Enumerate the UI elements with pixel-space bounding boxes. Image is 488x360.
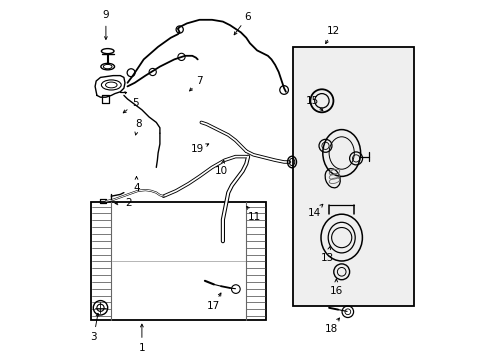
Text: 13: 13 bbox=[320, 253, 333, 263]
Text: 11: 11 bbox=[247, 212, 261, 222]
Text: 15: 15 bbox=[305, 96, 319, 105]
Text: 17: 17 bbox=[206, 301, 220, 311]
Bar bbox=[91, 202, 265, 320]
Text: 9: 9 bbox=[102, 10, 109, 21]
Text: 10: 10 bbox=[214, 166, 227, 176]
Text: 8: 8 bbox=[135, 119, 142, 129]
Text: 5: 5 bbox=[132, 98, 139, 108]
Text: 2: 2 bbox=[124, 198, 131, 208]
Text: 19: 19 bbox=[191, 144, 204, 154]
Bar bbox=[292, 47, 413, 306]
Text: 3: 3 bbox=[90, 332, 97, 342]
Text: 4: 4 bbox=[133, 183, 140, 193]
Text: 14: 14 bbox=[307, 208, 321, 217]
Text: 12: 12 bbox=[326, 26, 339, 36]
Text: 1: 1 bbox=[138, 343, 145, 353]
Text: 7: 7 bbox=[196, 76, 203, 86]
Text: 18: 18 bbox=[324, 324, 338, 333]
Text: 6: 6 bbox=[244, 12, 250, 22]
Text: 16: 16 bbox=[329, 285, 342, 296]
